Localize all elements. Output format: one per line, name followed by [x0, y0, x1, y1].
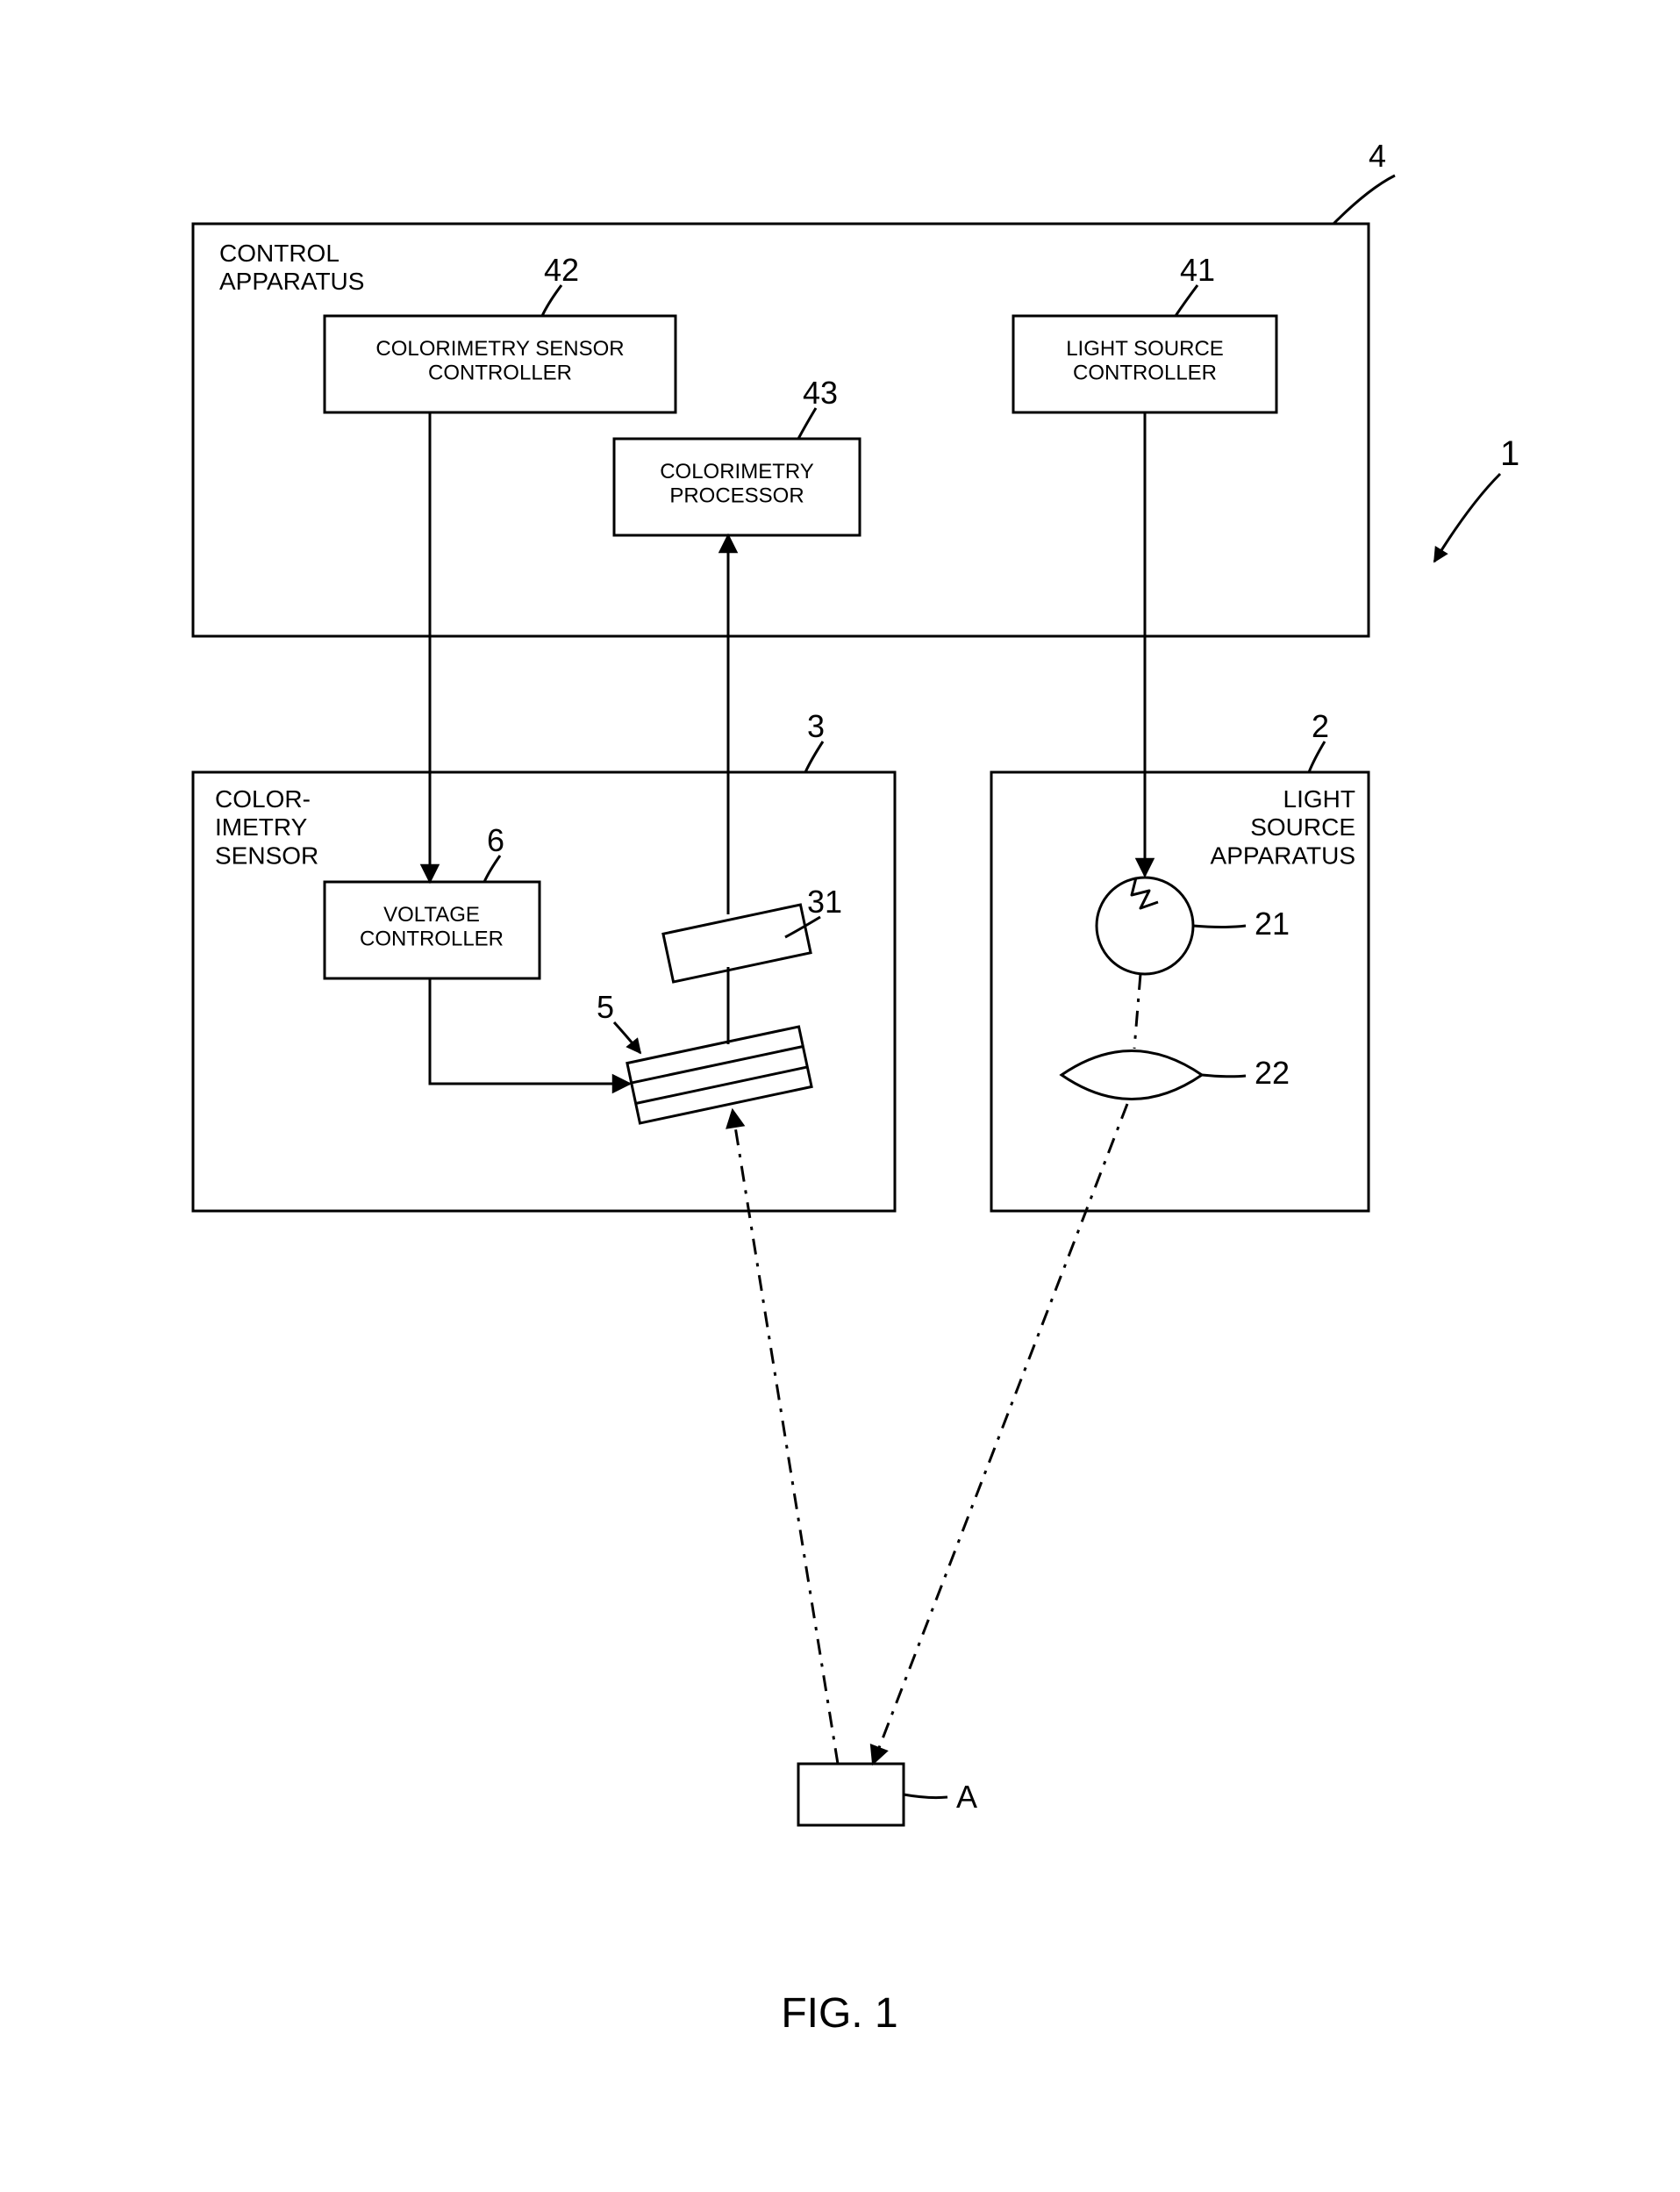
target-A: A: [798, 1764, 977, 1825]
sensor-controller-label: COLORIMETRY SENSORCONTROLLER: [375, 337, 624, 385]
light-controller-label: LIGHT SOURCECONTROLLER: [1066, 337, 1224, 385]
ref-22: 22: [1255, 1055, 1290, 1091]
voltage-label: VOLTAGECONTROLLER: [360, 903, 504, 951]
optical-lens-target: [873, 1104, 1127, 1764]
receiver-31: 31: [663, 884, 842, 982]
light-apparatus-label: LIGHTSOURCEAPPARATUS: [1211, 785, 1355, 869]
voltage-controller-block: VOLTAGECONTROLLER 6: [325, 822, 540, 978]
ref-4: 4: [1369, 138, 1386, 174]
ref-41: 41: [1180, 252, 1215, 288]
ref-5: 5: [597, 989, 614, 1025]
processor-block: COLORIMETRYPROCESSOR 43: [614, 375, 860, 535]
control-apparatus: CONTROLAPPARATUS 4: [193, 138, 1395, 636]
ref-6: 6: [487, 822, 504, 858]
colorimetry-sensor-box: COLOR-IMETRYSENSOR 3: [193, 708, 895, 1211]
ref-43: 43: [803, 375, 838, 411]
lamp-21: 21: [1097, 878, 1290, 974]
processor-label: COLORIMETRYPROCESSOR: [660, 460, 814, 508]
control-apparatus-label: CONTROLAPPARATUS: [219, 240, 364, 295]
ref-2: 2: [1312, 708, 1329, 744]
optical-target-filter: [733, 1110, 838, 1764]
figure-caption: FIG. 1: [781, 1990, 897, 2037]
lens-22: 22: [1062, 1051, 1290, 1100]
sensor-controller-block: COLORIMETRY SENSORCONTROLLER 42: [325, 252, 676, 412]
filter-5: 5: [597, 989, 811, 1123]
optical-lamp-lens: [1134, 974, 1140, 1049]
diagram-root: CONTROLAPPARATUS 4 1 COLORIMETRY SENSORC…: [0, 0, 1680, 2192]
ref-A: A: [956, 1779, 977, 1815]
system-ref: 1: [1434, 434, 1519, 562]
ref-21: 21: [1255, 906, 1290, 942]
ref-3: 3: [807, 708, 825, 744]
ref-31: 31: [807, 884, 842, 920]
ref-42: 42: [544, 252, 579, 288]
ref-1: 1: [1500, 434, 1519, 473]
light-controller-block: LIGHT SOURCECONTROLLER 41: [1013, 252, 1276, 412]
sensor-label: COLOR-IMETRYSENSOR: [215, 785, 318, 869]
